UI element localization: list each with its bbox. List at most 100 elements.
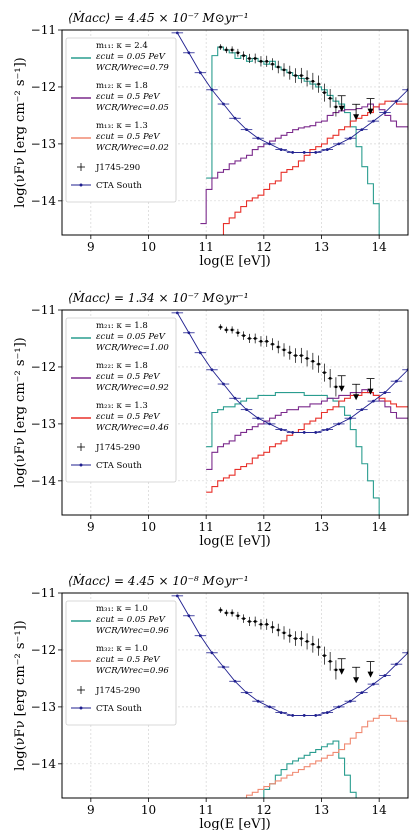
j1745-point [305, 357, 309, 360]
j1745-point [230, 611, 234, 615]
j1745-point [271, 342, 274, 346]
j1745-point [288, 634, 291, 637]
plot-area [171, 31, 408, 235]
j1745-point [219, 45, 222, 49]
legend-cta-marker [79, 706, 83, 710]
cta-south-point [291, 151, 295, 154]
j1745-point [277, 628, 280, 632]
y-tick-label: −13 [31, 137, 56, 151]
x-tick-label: 10 [141, 240, 156, 254]
cta-south-point [348, 416, 352, 420]
model-series-1 [206, 392, 391, 515]
j1745-point [253, 57, 257, 60]
cta-south-point [325, 711, 329, 714]
legend-cutoff-label: εcut = 0.05 PeV [96, 52, 166, 62]
panel-title: ⟨Ṁacc⟩ = 4.45 × 10⁻⁷ M⊙yr⁻¹ [68, 10, 249, 25]
x-tick-label: 14 [372, 520, 388, 534]
legend-model-label: m₁₁: κ = 2.4 [96, 41, 148, 51]
x-tick-label: 11 [199, 520, 214, 534]
cta-south-point [245, 691, 248, 695]
cta-south-point [383, 111, 387, 114]
y-tick-label: −13 [31, 700, 56, 714]
cta-south-point [302, 431, 306, 434]
j1745-point [282, 348, 286, 352]
j1745-point [282, 631, 286, 635]
cta-south-point [222, 665, 225, 669]
j1745-point [311, 360, 315, 363]
upper-limit-arrow [367, 388, 374, 395]
j1745-point [271, 625, 274, 629]
legend-ratio-label: WCR/Wrec=0.79 [96, 63, 169, 73]
cta-south-point [279, 711, 283, 714]
y-tick-label: −12 [31, 643, 56, 657]
cta-south-point [233, 116, 237, 120]
y-tick-label: −11 [31, 23, 56, 37]
legend-cutoff-label: εcut = 0.5 PeV [96, 132, 160, 142]
model-series-3 [217, 100, 408, 235]
j1745-point [219, 325, 222, 329]
legend-ratio-label: WCR/Wrec=0.96 [96, 626, 169, 636]
cta-south-point [383, 674, 387, 677]
j1745-point [253, 620, 257, 623]
j1745-point [300, 354, 303, 357]
cta-south-point [199, 634, 202, 638]
j1745-point [253, 337, 257, 340]
x-axis-label: log(E [eV]) [199, 534, 270, 549]
cta-south-point [175, 311, 179, 315]
y-axis-label: log(νFν [erg cm⁻² s⁻¹]) [13, 337, 28, 487]
x-tick-label: 13 [314, 803, 329, 817]
cta-south-point [256, 416, 260, 420]
j1745-point [282, 68, 286, 72]
panel-1: ⟨Ṁacc⟩ = 4.45 × 10⁻⁷ M⊙yr⁻¹ 9 10 11 12 13 14 −1… [13, 10, 409, 269]
model-series-3 [206, 392, 408, 493]
j1745-point [317, 362, 320, 366]
cta-south-point [302, 714, 306, 717]
cta-south-point [337, 422, 341, 426]
cta-south-point [314, 431, 318, 434]
legend-cutoff-label: εcut = 0.05 PeV [96, 332, 166, 342]
y-tick-label: −14 [31, 194, 57, 208]
legend-cta-label: CTA South [96, 461, 142, 471]
cta-south-point [175, 594, 179, 598]
cta-south-point [302, 151, 306, 154]
legend-box [65, 600, 177, 726]
j1745-point [271, 62, 274, 66]
j1745-point [323, 654, 326, 657]
legend-cutoff-label: εcut = 0.5 PeV [96, 372, 160, 382]
j1745-point [230, 48, 234, 52]
legend-ratio-label: WCR/Wrec=1.00 [96, 343, 169, 353]
x-axis-label: log(E [eV]) [199, 254, 270, 269]
cta-south-point [210, 368, 214, 372]
upper-limit-arrow [338, 105, 345, 112]
cta-south-point [337, 705, 341, 709]
legend-ratio-label: WCR/Wrec=0.02 [96, 143, 169, 153]
cta-south-point [187, 51, 191, 55]
cta-south-point [360, 128, 364, 132]
y-tick-label: −12 [31, 80, 56, 94]
cta-south-point [383, 391, 387, 394]
cta-south-point [325, 148, 329, 151]
y-tick-label: −11 [31, 586, 56, 600]
j1745-point [277, 345, 280, 349]
x-tick-label: 13 [314, 520, 329, 534]
j1745-point [225, 48, 228, 52]
axes-frame [61, 309, 409, 516]
legend-model-label: m₂₃: κ = 1.3 [96, 401, 148, 411]
cta-south-point [372, 682, 375, 686]
x-tick-label: 12 [256, 240, 271, 254]
cta-south-point [222, 102, 225, 106]
cta-south-point [175, 31, 179, 35]
j1745-point [236, 331, 240, 334]
x-tick-label: 10 [141, 520, 156, 534]
legend-cutoff-label: εcut = 0.5 PeV [96, 412, 160, 422]
legend-data-label: J1745-290 [95, 686, 140, 696]
axes-frame [61, 29, 409, 236]
j1745-point [225, 328, 228, 332]
legend-model-label: m₂₂: κ = 1.8 [96, 361, 148, 371]
y-tick-label: −13 [31, 417, 56, 431]
cta-south-point [199, 351, 202, 355]
axes-frame [61, 592, 409, 799]
cta-south-point [187, 614, 191, 618]
panel-title: ⟨Ṁacc⟩ = 4.45 × 10⁻⁸ M⊙yr⁻¹ [68, 573, 249, 588]
j1745-point [242, 334, 245, 337]
